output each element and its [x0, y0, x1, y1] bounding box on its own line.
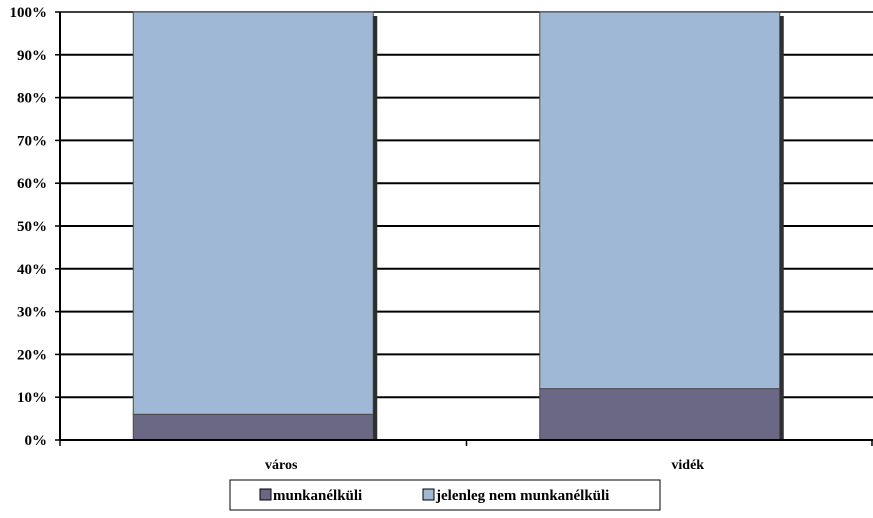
bar-segment-jelenleg-nem-munkanelkuli-0	[132, 11, 374, 415]
y-tick-labels: 0% 10% 20% 30% 40% 50% 60% 70% 80% 90% 100%	[10, 5, 48, 449]
y-tick-label: 60%	[17, 176, 47, 192]
bar-segment-munkanelkuli-0	[132, 413, 374, 441]
x-tick-labels: város vidék	[265, 458, 704, 473]
y-tick-label: 90%	[17, 48, 47, 64]
legend-label: munkanélküli	[273, 488, 362, 504]
bar-shadow	[779, 16, 784, 440]
y-tick-label: 10%	[17, 390, 47, 406]
y-tick-label: 70%	[17, 133, 47, 149]
y-tick-label: 0%	[25, 433, 48, 449]
legend-swatch	[422, 488, 435, 501]
y-tick-label: 50%	[17, 219, 47, 235]
y-tick-label: 20%	[17, 347, 47, 363]
legend-label: jelenleg nem munkanélküli	[435, 488, 609, 504]
axes	[55, 11, 873, 446]
legend: munkanélküli jelenleg nem munkanélküli	[229, 479, 661, 511]
bar-segment-jelenleg-nem-munkanelkuli-1	[539, 11, 781, 390]
legend-box	[229, 479, 661, 511]
y-tick-label: 80%	[17, 91, 47, 107]
bars	[132, 11, 784, 441]
y-tick-label: 100%	[10, 5, 48, 21]
x-tick-label: vidék	[671, 458, 704, 473]
x-tick-label: város	[265, 458, 298, 473]
bar-shadow	[373, 16, 378, 440]
legend-swatch	[259, 488, 272, 501]
bar-segment-munkanelkuli-1	[539, 388, 781, 441]
y-tick-label: 40%	[17, 262, 47, 278]
y-tick-label: 30%	[17, 305, 47, 321]
